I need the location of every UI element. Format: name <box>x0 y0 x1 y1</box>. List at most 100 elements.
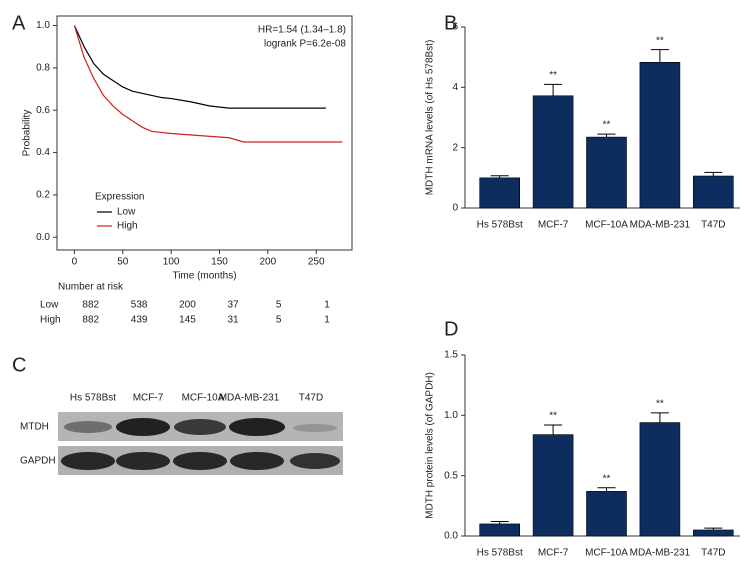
y-tick-label: 0.4 <box>36 147 50 158</box>
error-bar <box>544 83 563 96</box>
lane-label: MCF-10A <box>182 393 225 404</box>
x-tick-label: 250 <box>308 257 325 268</box>
lane-label: Hs 578Bst <box>70 393 116 404</box>
x-tick-label: 50 <box>117 257 129 268</box>
risk-count: 145 <box>179 315 196 326</box>
error-bar <box>490 175 509 178</box>
bar <box>692 529 734 537</box>
y-axis-label: MDTH protein levels (of GAPDH) <box>425 372 436 519</box>
risk-count: 1 <box>324 300 330 311</box>
bar <box>586 491 627 537</box>
y-tick-label: 0.0 <box>36 232 50 243</box>
y-tick-label: 0.8 <box>36 63 50 74</box>
y-tick-label: 0.2 <box>36 190 50 201</box>
risk-title: Number at risk <box>58 282 124 293</box>
y-tick-label: 1.5 <box>444 350 458 361</box>
y-tick-label: 2 <box>452 142 458 153</box>
error-bar <box>597 487 616 492</box>
legend-title: Expression <box>95 192 144 203</box>
risk-count: 882 <box>82 300 99 311</box>
panel-label: A <box>12 12 26 34</box>
risk-count: 1 <box>324 315 330 326</box>
risk-count: 538 <box>131 300 148 311</box>
lane-label: MCF-7 <box>133 393 164 404</box>
y-tick-label: 6 <box>452 22 458 33</box>
panel-label: B <box>444 12 457 34</box>
y-axis-label: MDTH mRNA levels (of Hs 578Bst) <box>425 40 436 196</box>
x-tick-label: MCF-10A <box>585 548 628 559</box>
x-tick-label: T47D <box>701 548 725 559</box>
x-tick-label: MDA-MB-231 <box>630 220 691 231</box>
risk-count: 200 <box>179 300 196 311</box>
y-tick-label: 0.5 <box>444 470 458 481</box>
y-tick-label: 1.0 <box>36 20 50 31</box>
y-tick-label: 0.0 <box>444 531 458 542</box>
error-bar <box>650 412 669 423</box>
bar <box>639 422 681 537</box>
risk-row-name: Low <box>40 300 59 311</box>
survival-line <box>73 25 326 109</box>
x-tick-label: 150 <box>211 257 228 268</box>
annotation: logrank P=6.2e-08 <box>264 39 346 50</box>
y-tick-label: 0 <box>452 203 458 214</box>
blot <box>58 412 343 475</box>
bar <box>479 523 521 537</box>
risk-count: 882 <box>82 315 99 326</box>
error-bar <box>597 133 616 138</box>
band <box>116 418 170 436</box>
significance-label: ** <box>549 411 557 422</box>
significance-label: ** <box>549 70 557 81</box>
x-tick-label: MCF-7 <box>538 220 569 231</box>
risk-count: 5 <box>276 300 282 311</box>
bar <box>586 136 627 209</box>
annotation: HR=1.54 (1.34–1.8) <box>258 25 346 36</box>
band <box>173 452 227 470</box>
y-axis-label: Probability <box>22 110 33 157</box>
bar <box>692 175 734 209</box>
error-bar <box>650 49 669 63</box>
risk-count: 439 <box>131 315 148 326</box>
x-tick-label: 100 <box>163 257 180 268</box>
error-bar <box>704 527 723 530</box>
band <box>229 418 285 436</box>
x-tick-label: T47D <box>701 220 725 231</box>
panel-label: D <box>444 318 458 340</box>
plot-frame <box>56 15 353 251</box>
x-tick-label: MDA-MB-231 <box>630 548 691 559</box>
lane-label: T47D <box>299 393 323 404</box>
band <box>64 421 112 433</box>
error-bar <box>704 171 723 177</box>
risk-count: 5 <box>276 315 282 326</box>
row-label: MTDH <box>20 422 49 433</box>
x-tick-label: MCF-7 <box>538 548 569 559</box>
significance-label: ** <box>656 35 664 46</box>
y-tick-label: 0.6 <box>36 105 50 116</box>
significance-label: ** <box>656 399 664 410</box>
row-label: GAPDH <box>20 456 56 467</box>
significance-label: ** <box>603 120 611 131</box>
band <box>290 453 340 469</box>
risk-count: 31 <box>227 315 239 326</box>
band <box>116 452 170 470</box>
x-tick-label: MCF-10A <box>585 220 628 231</box>
x-tick-label: 200 <box>260 257 277 268</box>
y-tick-label: 1.0 <box>444 410 458 421</box>
band <box>174 419 226 435</box>
x-tick-label: 0 <box>72 257 78 268</box>
significance-label: ** <box>603 473 611 484</box>
error-bar <box>544 424 563 435</box>
x-tick-label: Hs 578Bst <box>477 548 523 559</box>
band <box>293 424 337 432</box>
lane-label: MDA-MB-231 <box>219 393 280 404</box>
risk-count: 37 <box>227 300 239 311</box>
panel-label: C <box>12 354 26 376</box>
band <box>61 452 115 470</box>
risk-row-name: High <box>40 315 61 326</box>
bar <box>532 95 574 209</box>
bar <box>532 434 574 537</box>
error-bar <box>490 521 509 524</box>
band <box>230 452 284 470</box>
bar <box>479 177 521 209</box>
x-tick-label: Hs 578Bst <box>477 220 523 231</box>
